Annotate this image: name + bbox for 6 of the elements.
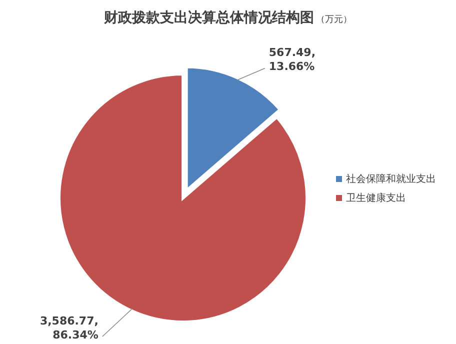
legend-label: 社会保障和就业支出 bbox=[346, 173, 436, 185]
chart-title: 财政拨款支出决算总体情况结构图 bbox=[103, 10, 314, 26]
chart-subtitle: （万元） bbox=[316, 14, 352, 25]
legend-label: 卫生健康支出 bbox=[346, 192, 406, 204]
data-label: 567.49, 13.66% bbox=[268, 46, 316, 74]
data-label: 3,586.77, 86.34% bbox=[40, 314, 98, 342]
